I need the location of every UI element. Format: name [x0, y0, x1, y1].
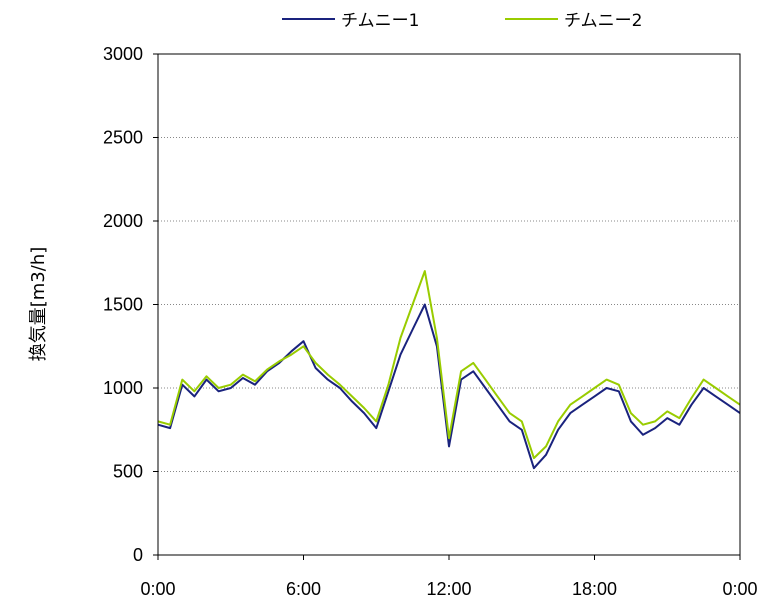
x-tick-label: 18:00	[572, 579, 617, 599]
x-tick-label: 0:00	[722, 579, 757, 599]
y-tick-label: 0	[133, 545, 143, 565]
legend-label-chimney-2: チムニー2	[564, 11, 642, 31]
legend-item-chimney-2: チムニー2	[505, 11, 642, 31]
gridlines	[158, 137, 740, 472]
y-axis-ticks: 0 500 1000 1500 2000 2500 3000	[103, 44, 158, 565]
x-tick-label: 12:00	[426, 579, 471, 599]
y-tick-label: 2500	[103, 128, 143, 148]
x-tick-label: 6:00	[286, 579, 321, 599]
legend-item-chimney-1: チムニー1	[282, 11, 419, 31]
y-axis-label: 換気量[m3/h]	[28, 247, 49, 362]
x-tick-label: 0:00	[140, 579, 175, 599]
legend: チムニー1 チムニー2	[282, 11, 642, 31]
y-tick-label: 1000	[103, 378, 143, 398]
y-tick-label: 2000	[103, 211, 143, 231]
x-axis-ticks: 0:00 6:00 12:00 18:00 0:00	[140, 555, 758, 599]
y-tick-label: 1500	[103, 295, 143, 315]
series-line-chimney-2	[157, 270, 741, 460]
y-tick-label: 500	[113, 462, 143, 482]
series-layer	[157, 270, 741, 470]
series-line-chimney-1	[157, 303, 741, 470]
legend-label-chimney-1: チムニー1	[341, 11, 419, 31]
y-tick-label: 3000	[103, 44, 143, 64]
